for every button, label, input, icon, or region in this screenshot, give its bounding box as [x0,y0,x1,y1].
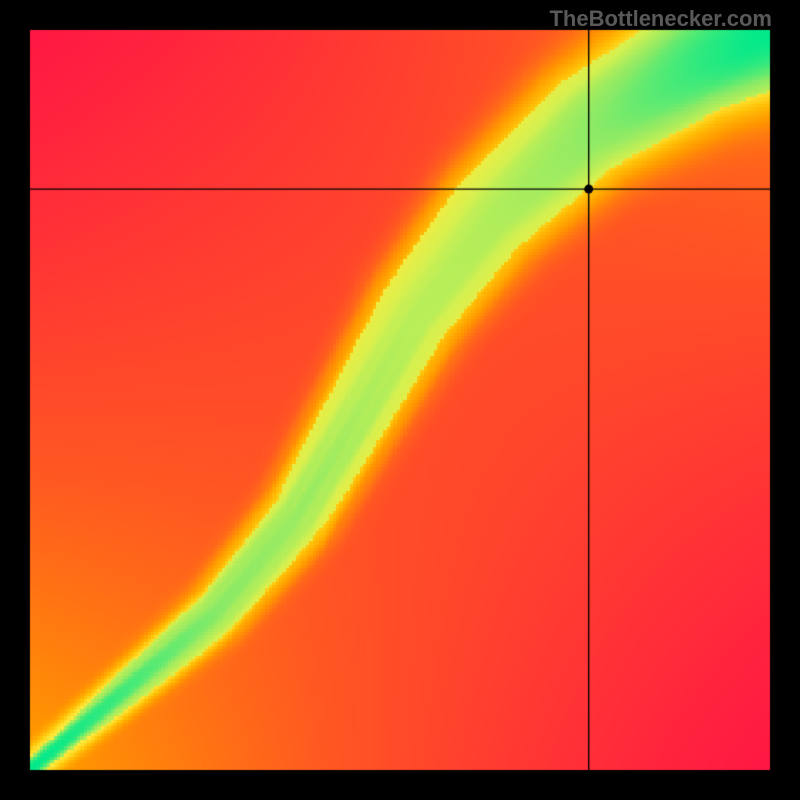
heatmap-canvas [0,0,800,800]
bottleneck-heatmap: TheBottlenecker.com [0,0,800,800]
attribution-label: TheBottlenecker.com [549,6,772,32]
